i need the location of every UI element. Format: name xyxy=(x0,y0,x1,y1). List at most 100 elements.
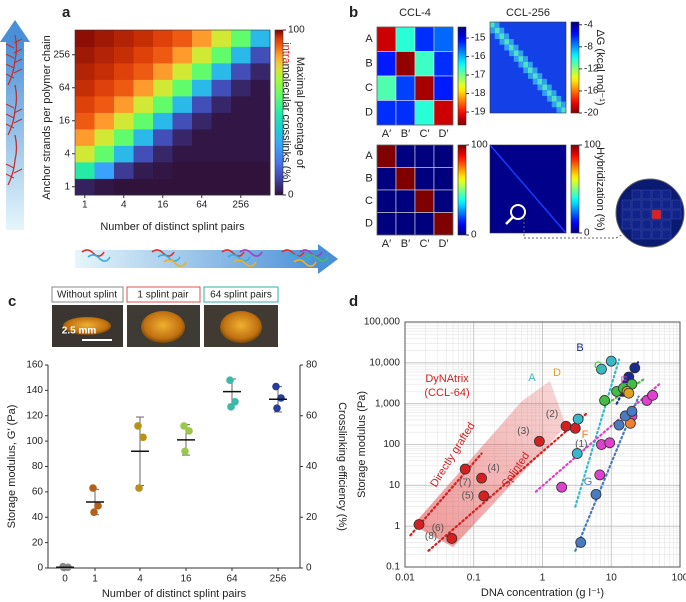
polymer-sketch xyxy=(7,34,18,86)
data-point xyxy=(533,435,545,447)
y-tick-label: 64 xyxy=(59,82,71,93)
anchor-sketch xyxy=(5,173,15,179)
point-label: (2) xyxy=(546,409,558,420)
anchor-sketch xyxy=(13,108,23,114)
strand-sketch xyxy=(239,249,263,257)
zoom-cell xyxy=(631,229,642,240)
heatmap-cell xyxy=(133,96,154,113)
x-tick-label: 64 xyxy=(196,200,208,211)
column-label: C′ xyxy=(419,128,429,140)
heatmap-cell xyxy=(133,112,154,130)
heatmap-cell xyxy=(231,30,251,47)
data-point xyxy=(590,488,602,500)
heatmap-cell xyxy=(414,26,435,52)
heatmap-cell xyxy=(250,79,271,97)
x-tick-label: 16 xyxy=(157,200,169,211)
zoom-cell xyxy=(631,209,642,220)
heatmap-cell xyxy=(153,46,173,64)
x-tick-label: 100 xyxy=(672,573,686,584)
data-point xyxy=(135,484,143,492)
heatmap-cell xyxy=(395,75,416,101)
heatmap-cell xyxy=(114,129,134,146)
heatmap-cell xyxy=(114,178,134,196)
heatmap-cell xyxy=(172,129,193,146)
arrow-head xyxy=(318,244,338,274)
x-axis-label: Number of distinct splint pairs xyxy=(102,588,247,600)
dynatrix-region xyxy=(413,381,566,547)
plot-frame xyxy=(404,321,681,568)
data-point xyxy=(572,413,584,425)
row-label: A xyxy=(365,150,373,162)
heatmap-cell xyxy=(414,51,435,77)
heatmap-cell xyxy=(211,145,232,163)
heatmap-cell xyxy=(192,162,212,179)
heatmap-texture xyxy=(499,39,505,45)
magnifier xyxy=(510,204,526,220)
heatmap-texture xyxy=(489,144,567,234)
heatmap-texture xyxy=(528,67,533,74)
y2-tick-label: 20 xyxy=(306,512,318,523)
zoom-cell xyxy=(621,199,632,210)
heatmap-cell xyxy=(94,46,115,64)
colorbar xyxy=(570,144,580,234)
strand-sketch xyxy=(305,254,329,262)
heatmap-cell xyxy=(231,79,251,97)
y-tick-label: 160 xyxy=(26,360,43,371)
data-point xyxy=(181,447,189,456)
fit-line xyxy=(427,411,589,552)
heatmap-texture xyxy=(499,33,505,40)
colorbar xyxy=(457,144,467,236)
gel xyxy=(63,317,111,335)
column-label: D′ xyxy=(438,238,448,250)
x-tick-label: 4 xyxy=(121,200,127,211)
colorbar-tick-label: -16 xyxy=(471,51,486,62)
heatmap-cell xyxy=(414,75,435,101)
heatmap-cell xyxy=(114,63,134,80)
photo-label: Without splint xyxy=(57,290,117,301)
strand-sketch xyxy=(281,249,305,257)
zoom-cell xyxy=(661,199,672,210)
colorbar-tick-label: -12 xyxy=(584,64,599,75)
heatmap-texture xyxy=(537,73,543,79)
gel xyxy=(220,311,262,343)
heatmap-cell xyxy=(250,63,271,80)
heatmap-cell xyxy=(231,112,251,130)
data-point xyxy=(604,437,616,449)
heatmap-texture xyxy=(547,84,552,91)
data-point xyxy=(231,397,239,406)
anchor-sketch xyxy=(13,58,23,64)
heatmap-cell xyxy=(94,79,115,97)
heatmap-cell xyxy=(231,46,251,64)
row-label: C xyxy=(365,82,373,94)
anchor-sketch xyxy=(13,118,23,124)
anchor-sketch xyxy=(5,73,15,79)
magnifier-handle xyxy=(505,216,514,225)
heatmap-texture xyxy=(523,61,528,68)
heatmap-cell xyxy=(433,167,454,191)
data-point xyxy=(596,363,607,375)
y-tick-label: 100 xyxy=(26,436,43,447)
photo-label-box xyxy=(126,286,201,303)
zoom-cell xyxy=(651,199,662,210)
heatmap-cell xyxy=(75,30,95,47)
heatmap-cell xyxy=(153,63,173,80)
heatmap-cell xyxy=(395,51,416,77)
heatmap-cell xyxy=(192,79,212,97)
data-point xyxy=(626,405,638,417)
x-tick-label: 0.1 xyxy=(467,573,481,584)
colorbar-tick-label: -20 xyxy=(584,108,599,119)
heatmap-cell xyxy=(153,79,173,97)
heatmap-cell xyxy=(94,63,115,80)
heatmap-cell xyxy=(192,112,212,130)
heatmap-texture xyxy=(547,90,552,96)
colorbar xyxy=(570,21,580,114)
zoom-cell xyxy=(661,209,672,220)
heatmap-cell xyxy=(231,162,251,179)
heatmap-cell xyxy=(250,162,271,179)
heatmap-texture xyxy=(523,56,528,62)
heatmap-cell xyxy=(94,162,115,179)
heatmap-cell xyxy=(114,145,134,163)
data-point xyxy=(185,427,193,435)
data-point xyxy=(569,422,581,434)
heatmap-cell xyxy=(211,63,232,80)
